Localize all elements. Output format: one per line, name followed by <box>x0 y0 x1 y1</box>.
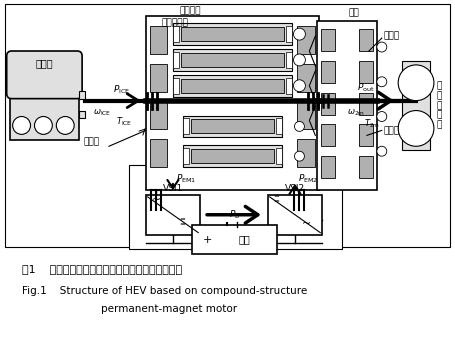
Text: 永磁体: 永磁体 <box>83 137 99 146</box>
Circle shape <box>35 116 52 134</box>
Circle shape <box>377 77 387 87</box>
Bar <box>173 23 292 45</box>
Bar <box>359 29 373 51</box>
FancyBboxPatch shape <box>7 51 82 99</box>
Text: $\omega_{\rm ICE}$: $\omega_{\rm ICE}$ <box>93 107 111 118</box>
Text: ~: ~ <box>152 195 161 205</box>
Bar <box>173 78 179 94</box>
Bar <box>191 149 273 163</box>
Bar <box>173 26 179 42</box>
Bar <box>182 27 283 41</box>
Bar <box>79 91 85 99</box>
Text: 内转子: 内转子 <box>384 126 400 135</box>
Circle shape <box>377 111 387 122</box>
Text: ~: ~ <box>301 219 311 229</box>
Bar <box>321 156 335 178</box>
Bar <box>173 75 292 97</box>
Circle shape <box>398 111 434 146</box>
Circle shape <box>293 28 305 40</box>
Bar <box>150 139 167 167</box>
Bar <box>173 52 179 68</box>
Bar <box>359 124 373 146</box>
Text: 定子: 定子 <box>349 9 359 18</box>
Text: $P_{\rm EM1}$: $P_{\rm EM1}$ <box>176 173 196 185</box>
Bar <box>286 52 292 68</box>
Bar <box>183 148 189 164</box>
Text: VSI2: VSI2 <box>285 184 305 193</box>
Bar <box>359 156 373 178</box>
Bar <box>321 93 335 115</box>
Circle shape <box>398 65 434 100</box>
Bar <box>298 26 315 54</box>
Text: Fig.1    Structure of HEV based on compound-structure: Fig.1 Structure of HEV based on compound… <box>21 286 307 296</box>
Circle shape <box>294 151 304 161</box>
Bar <box>182 53 283 67</box>
Bar <box>183 115 282 137</box>
Bar <box>146 195 200 234</box>
Bar <box>321 124 335 146</box>
Bar <box>298 102 315 130</box>
Bar <box>317 21 377 190</box>
Bar <box>5 4 450 248</box>
Circle shape <box>13 116 30 134</box>
Text: VSI1: VSI1 <box>163 184 183 193</box>
Bar <box>286 26 292 42</box>
Bar <box>359 61 373 83</box>
Bar <box>298 139 315 167</box>
Text: +: + <box>202 234 212 245</box>
Bar <box>150 64 167 92</box>
Text: =
=: = = <box>179 217 185 228</box>
Text: 定子电机: 定子电机 <box>180 7 201 16</box>
Text: 双转子电机: 双转子电机 <box>162 19 189 28</box>
Bar <box>150 26 167 54</box>
Bar <box>286 78 292 94</box>
Bar <box>321 61 335 83</box>
Bar <box>150 102 167 130</box>
Text: $P_{\rm EM2}$: $P_{\rm EM2}$ <box>298 173 318 185</box>
Text: $T_{\rm ICE}$: $T_{\rm ICE}$ <box>116 115 132 128</box>
Text: $\omega_{\rm 2m}$: $\omega_{\rm 2m}$ <box>347 107 365 118</box>
Text: $P_{\rm out}$: $P_{\rm out}$ <box>357 82 374 94</box>
Bar <box>191 119 273 133</box>
Circle shape <box>294 122 304 131</box>
Circle shape <box>293 80 305 92</box>
Circle shape <box>377 146 387 156</box>
Circle shape <box>56 116 74 134</box>
Bar <box>298 64 315 92</box>
Bar <box>182 79 283 93</box>
Text: $P_{\rm b}$: $P_{\rm b}$ <box>229 208 240 221</box>
Text: 内燃机: 内燃机 <box>35 58 53 68</box>
Bar <box>183 119 189 134</box>
Bar <box>359 93 373 115</box>
Text: $T_{\rm 2m}$: $T_{\rm 2m}$ <box>364 118 380 130</box>
Text: =
=: = = <box>273 193 279 204</box>
Bar <box>10 76 79 140</box>
Bar <box>268 195 322 234</box>
Text: 外转子: 外转子 <box>384 32 400 41</box>
Bar <box>79 111 85 119</box>
Bar <box>192 225 277 254</box>
Bar <box>276 119 282 134</box>
Bar <box>402 61 430 150</box>
Bar <box>146 16 319 190</box>
Circle shape <box>377 42 387 52</box>
Text: $P_{\rm ICE}$: $P_{\rm ICE}$ <box>113 84 130 96</box>
Text: 图1    基于复合结构永磁电机的混合动力车结构框图: 图1 基于复合结构永磁电机的混合动力车结构框图 <box>21 264 182 274</box>
Bar <box>321 29 335 51</box>
Circle shape <box>293 54 305 66</box>
Bar <box>183 145 282 167</box>
Text: permanent-magnet motor: permanent-magnet motor <box>101 304 237 314</box>
Text: 电池: 电池 <box>238 234 250 245</box>
Bar <box>276 148 282 164</box>
Bar <box>173 49 292 71</box>
Text: 主
减
速
齿
轮: 主 减 速 齿 轮 <box>436 82 442 130</box>
Bar <box>129 165 342 249</box>
